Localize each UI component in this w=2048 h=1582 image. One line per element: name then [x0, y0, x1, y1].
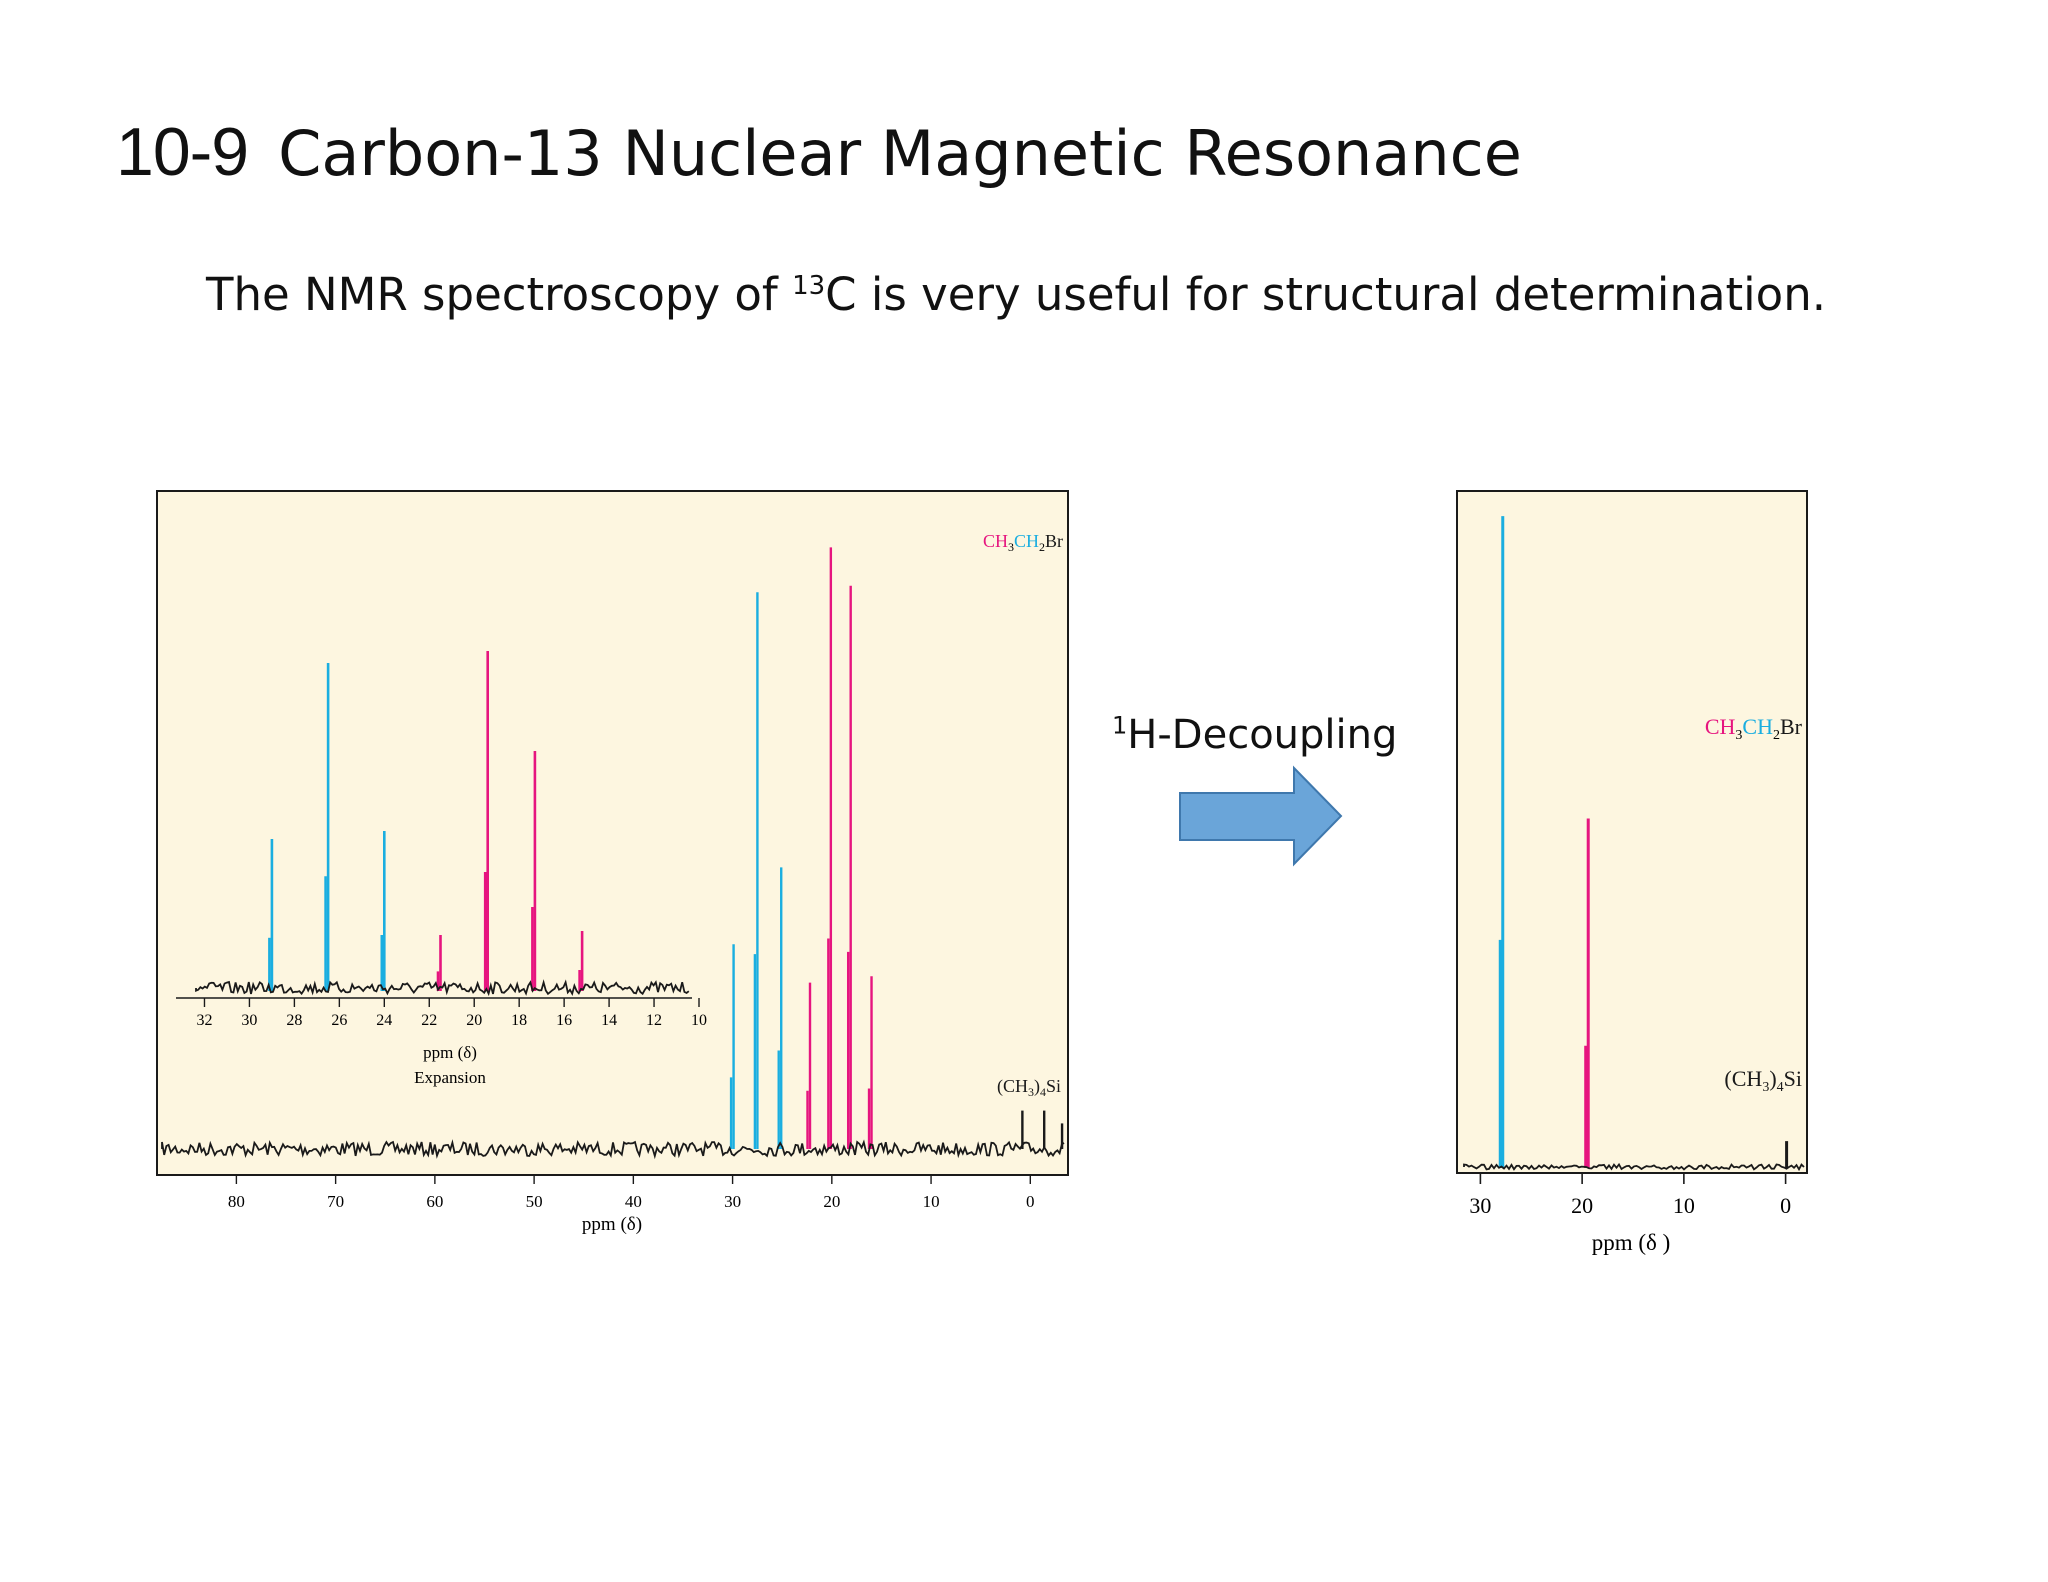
section-number: 10-9: [116, 114, 249, 190]
coupled-tick-label-2: 60: [426, 1192, 443, 1211]
decoupled-baseline-noise: [1463, 1162, 1805, 1172]
decoupling-text: H-Decoupling: [1127, 712, 1398, 758]
coupled-tick-label-8: 0: [1026, 1192, 1035, 1211]
decoupled-compound-label: CH3CH2Br: [1705, 714, 1803, 743]
decoupled-tick-label-0: 30: [1469, 1193, 1491, 1218]
inset-tick-label-2: 28: [286, 1012, 302, 1029]
coupled-baseline-noise: [161, 1139, 1065, 1160]
inset-tick-label-0: 32: [196, 1012, 212, 1029]
decoupled-spectrum-panel: CH3CH2Br (CH3)4Si: [1456, 490, 1808, 1174]
coupled-tick-label-0: 80: [228, 1192, 245, 1211]
section-title: Carbon-13 Nuclear Magnetic Resonance: [278, 117, 1522, 190]
inset-axis-label: ppm (δ): [423, 1043, 477, 1062]
subtitle-after: C is very useful for structural determin…: [825, 268, 1827, 321]
coupled-tick-label-7: 10: [923, 1192, 940, 1211]
inset-tick-label-6: 20: [466, 1012, 482, 1029]
coupled-tick-label-5: 30: [724, 1192, 741, 1211]
inset-tick-label-7: 18: [511, 1012, 527, 1029]
decoupled-xlabel: ppm (δ ): [1592, 1230, 1671, 1255]
decoupling-label: 1H-Decoupling: [1112, 712, 1397, 758]
decoupled-reference-label: (CH3)4Si: [1724, 1066, 1802, 1095]
inset-tick-label-10: 12: [646, 1012, 662, 1029]
page-title: 10-9 Carbon-13 Nuclear Magnetic Resonance: [116, 118, 1522, 186]
coupled-spectrum-chart: 32 30 28 26 24 22 20 18 16 14 12 10 CH3CH2Br (CH3)4…: [161, 531, 1065, 1160]
subtitle: The NMR spectroscopy of 13C is very usef…: [206, 268, 1826, 321]
decoupling-arrow: [1179, 765, 1343, 867]
coupled-xlabel: ppm (δ): [582, 1214, 642, 1235]
inset-baseline-noise: [195, 979, 690, 997]
coupled-tick-label-3: 50: [526, 1192, 543, 1211]
decoupled-tick-label-1: 20: [1571, 1193, 1593, 1218]
inset-tick-label-8: 16: [556, 1012, 572, 1029]
decoupling-superscript: 1: [1112, 711, 1128, 740]
inset-tick-label-5: 22: [421, 1012, 437, 1029]
inset-tick-label-3: 26: [331, 1012, 347, 1029]
decoupled-tick-label-3: 0: [1780, 1193, 1791, 1218]
decoupled-tick-label-2: 10: [1673, 1193, 1695, 1218]
inset-tick-label-4: 24: [376, 1012, 392, 1029]
coupled-tick-label-4: 40: [625, 1192, 642, 1211]
subtitle-before: The NMR spectroscopy of: [206, 268, 793, 321]
decoupled-spectrum-chart: CH3CH2Br (CH3)4Si: [1463, 516, 1805, 1172]
coupled-tick-label-6: 20: [823, 1192, 840, 1211]
coupled-compound-label: CH3CH2Br: [983, 531, 1063, 554]
coupled-tick-label-1: 70: [327, 1192, 344, 1211]
subtitle-superscript: 13: [792, 271, 826, 301]
inset-caption: Expansion: [414, 1068, 486, 1087]
inset-tick-label-9: 14: [601, 1012, 617, 1029]
coupled-spectrum-panel: 32 30 28 26 24 22 20 18 16 14 12 10 CH3CH2Br (CH3)4…: [156, 490, 1069, 1176]
inset-tick-label-1: 30: [241, 1012, 257, 1029]
inset-tick-label-11: 10: [691, 1012, 707, 1029]
coupled-reference-label: (CH3)4Si: [997, 1076, 1061, 1099]
